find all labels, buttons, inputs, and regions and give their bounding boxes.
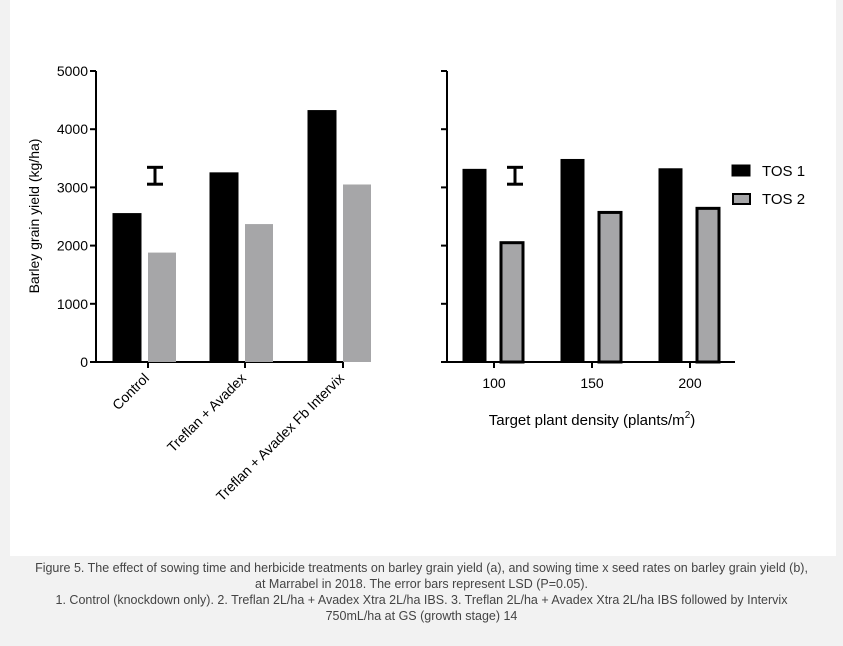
chart-b-x-tick-label: 150	[580, 375, 604, 391]
chart-b-bar-tos2	[695, 206, 721, 364]
caption-line-2: at Marrabel in 2018. The error bars repr…	[255, 577, 588, 591]
chart-b-bar-tos2	[597, 210, 623, 364]
figure-caption: Figure 5. The effect of sowing time and …	[0, 560, 843, 624]
chart-a-bar-tos2	[245, 224, 273, 362]
chart-a-y-tick-label: 3000	[57, 179, 88, 195]
chart-b-x-tick-label: 200	[678, 375, 702, 391]
legend-swatch-tos1	[731, 164, 751, 177]
chart-b-bar-tos1	[462, 168, 487, 363]
legend: TOS 1 TOS 2	[731, 163, 805, 208]
chart-b-x-axis-title: Target plant density (plants/m2)	[489, 410, 696, 429]
chart-b-bar-tos1	[560, 158, 585, 363]
legend-label-tos2: TOS 2	[762, 191, 805, 208]
chart-a-bar-tos1	[307, 110, 337, 363]
legend-label-tos1: TOS 1	[762, 163, 805, 180]
figure-charts: 0 1000 2000 3000 4000 5000 Barley grain yield …	[26, 63, 805, 504]
chart-a-y-tick-label: 0	[80, 354, 88, 370]
caption-line-3: 1. Control (knockdown only). 2. Treflan …	[55, 593, 788, 607]
chart-b-x-tick-label: 100	[482, 375, 506, 391]
legend-swatch-tos2	[732, 193, 751, 205]
chart-a-bar-tos2	[343, 184, 371, 362]
caption-line-4: 750mL/ha at GS (growth stage) 14	[325, 609, 518, 623]
caption-line-1: Figure 5. The effect of sowing time and …	[35, 561, 808, 575]
chart-a-x-tick-label: Treflan + Avadex	[164, 370, 249, 455]
chart-b-bar-tos2	[499, 241, 525, 364]
chart-a-bar-tos1	[112, 213, 142, 363]
chart-a-y-tick-label: 5000	[57, 63, 88, 79]
chart-a-bar-tos2	[148, 252, 176, 362]
chart-a-y-axis-title: Barley grain yield (kg/ha)	[26, 139, 42, 294]
chart-a-y-tick-label: 2000	[57, 238, 88, 254]
chart-a-y-tick-label: 4000	[57, 121, 88, 137]
chart-a-bar-tos1	[209, 172, 239, 363]
chart-b-bar-tos1	[658, 168, 683, 363]
chart-a-x-tick-label: Control	[109, 370, 152, 413]
chart-a-y-tick-label: 1000	[57, 296, 88, 312]
